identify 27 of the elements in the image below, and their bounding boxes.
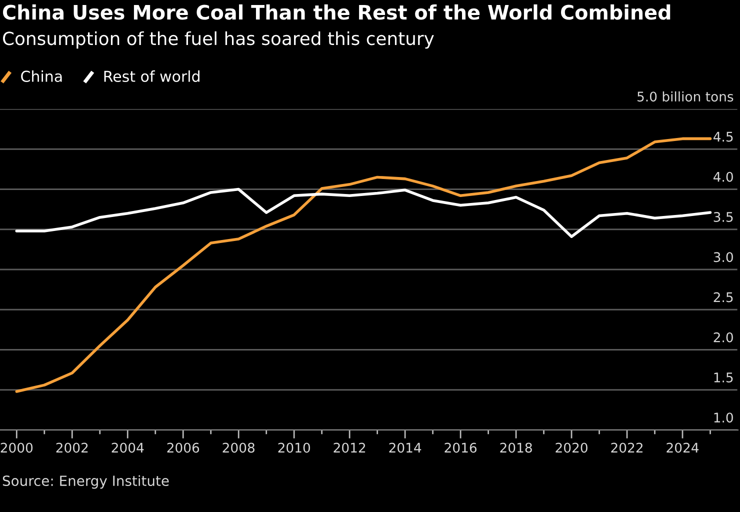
x-tick-label: 2024 bbox=[666, 442, 699, 453]
y-tick-label: 3.5 bbox=[714, 212, 733, 222]
x-tick-label: 2014 bbox=[389, 442, 422, 453]
x-tick-label: 2016 bbox=[444, 442, 477, 453]
x-tick-label: 2002 bbox=[56, 442, 88, 453]
x-tick-label: 2022 bbox=[611, 442, 642, 453]
y-tick-label: 1.0 bbox=[714, 412, 733, 423]
y-tick-label: 2.5 bbox=[714, 292, 733, 302]
x-tick-label: 2004 bbox=[112, 442, 144, 453]
y-tick-label: 3.0 bbox=[714, 252, 733, 262]
x-tick-label: 2012 bbox=[334, 442, 366, 453]
x-tick-label: 2010 bbox=[278, 442, 310, 453]
source-note: Source: Energy Institute bbox=[2, 475, 169, 489]
y-tick-label: 1.5 bbox=[714, 372, 733, 382]
legend-label: Rest of world bbox=[104, 70, 200, 82]
legend-label: China bbox=[21, 70, 62, 82]
x-tick-label: 2008 bbox=[222, 442, 254, 453]
x-tick-label: 2018 bbox=[500, 442, 532, 453]
chart-subtitle: Consumption of the fuel has soared this century bbox=[3, 31, 434, 49]
x-tick-label: 2000 bbox=[0, 442, 33, 453]
x-tick-label: 2020 bbox=[556, 442, 588, 453]
y-tick-label: 4.0 bbox=[713, 172, 733, 182]
y-tick-label: 2.0 bbox=[714, 332, 733, 342]
y-tick-label: 5.0 billion tons bbox=[638, 91, 734, 102]
x-tick-label: 2006 bbox=[167, 442, 200, 453]
y-tick-label: 4.5 bbox=[713, 132, 733, 142]
chart-title: China Uses More Coal Than the Rest of the World Combined bbox=[2, 4, 670, 20]
